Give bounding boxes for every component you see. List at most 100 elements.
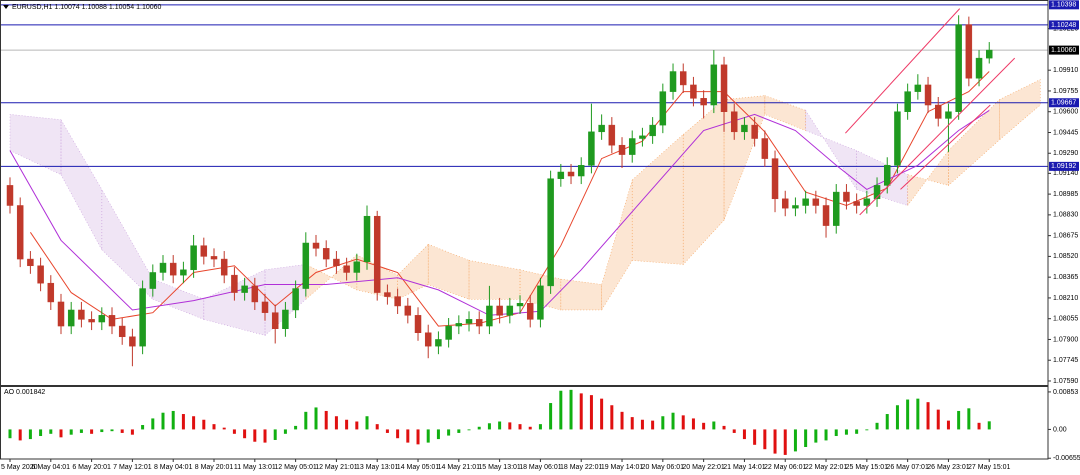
ao-bar — [49, 429, 53, 434]
price-level-label-box — [1049, 0, 1079, 10]
x-tick-label: 22 May 06:01 — [764, 464, 807, 471]
ichimoku-cloud — [152, 278, 205, 320]
candle-body — [659, 91, 667, 126]
symbol-menu-arrow[interactable] — [3, 5, 9, 9]
x-tick-label: 15 May 13:01 — [478, 464, 521, 471]
candle-body — [985, 49, 993, 59]
trend-line — [859, 57, 1016, 216]
ao-bar — [824, 429, 828, 441]
candle-body — [577, 165, 585, 177]
ao-bar — [895, 405, 899, 430]
candle-body — [904, 91, 911, 112]
candle-body — [914, 84, 922, 92]
ao-bar — [742, 429, 746, 440]
candle-body — [200, 245, 208, 257]
ao-bar — [181, 414, 185, 430]
candle-body — [781, 198, 789, 209]
candle-body — [557, 171, 565, 179]
ao-bar — [18, 429, 22, 441]
ao-bar — [487, 423, 491, 430]
ao-bar — [579, 393, 583, 430]
trend-line — [900, 104, 991, 190]
ichimoku-cloud — [9, 114, 62, 176]
x-tick-label: 6 May 04:01 — [32, 464, 71, 471]
y-tick-label: 1.08365 — [1053, 274, 1078, 281]
x-tick-label: 20 May 22:01 — [682, 464, 725, 471]
candle-body — [414, 315, 422, 334]
ao-bar — [8, 429, 12, 439]
candle-body — [822, 205, 830, 226]
price-level-label-box — [1049, 98, 1079, 108]
price-level-label-box — [1049, 45, 1079, 55]
candle-body — [384, 292, 391, 297]
candle-body — [333, 258, 340, 267]
candle-body — [771, 158, 779, 200]
ao-bar — [79, 429, 83, 433]
y-tick-label: 1.08675 — [1053, 232, 1078, 239]
candle-body — [934, 104, 942, 119]
candle-body — [761, 138, 769, 159]
candle-body — [220, 258, 228, 276]
ao-bar — [793, 429, 797, 452]
ao-bar — [804, 429, 808, 447]
candle-body — [169, 262, 177, 276]
ao-bar — [865, 429, 869, 431]
candle-body — [883, 165, 891, 186]
ao-bar — [375, 424, 379, 430]
ao-bar — [630, 417, 634, 430]
ao-bar — [28, 429, 32, 440]
chart-title: EURUSD,H1 1.10074 1.10088 1.10054 1.1006… — [12, 4, 162, 11]
ao-bar — [661, 416, 665, 430]
candle-body — [363, 215, 371, 263]
ao-bar — [212, 424, 216, 430]
ao-bar — [620, 411, 624, 430]
ao-bar — [651, 420, 655, 430]
candle-body — [343, 265, 350, 273]
candle-body — [261, 301, 269, 313]
ao-bar — [906, 399, 910, 430]
price-level-label: 1.10398 — [1051, 2, 1076, 9]
candle-body — [547, 178, 554, 287]
price-level-label-box — [1049, 20, 1079, 30]
candle-body — [292, 288, 299, 311]
candle-body — [302, 242, 310, 289]
ao-bar — [814, 429, 818, 443]
candle-body — [231, 274, 238, 293]
candle-body — [251, 285, 259, 303]
ao-bar — [477, 426, 481, 430]
ao-bar — [671, 412, 675, 430]
candle-body — [863, 198, 871, 206]
ao-bar — [946, 420, 950, 430]
candle-body — [282, 309, 289, 329]
y-tick-label: 1.09290 — [1053, 150, 1078, 157]
ichimoku-cloud — [427, 243, 470, 300]
x-tick-label: 22 May 22:01 — [805, 464, 848, 471]
ao-bar — [834, 429, 838, 437]
y-tick-label: 1.07590 — [1053, 378, 1078, 385]
x-tick-label: 14 May 05:01 — [397, 464, 440, 471]
ao-bar — [202, 419, 206, 430]
ao-bar — [467, 429, 471, 431]
candle-body — [720, 64, 728, 112]
ao-bar — [559, 390, 563, 430]
ao-bar — [681, 415, 685, 430]
x-tick-label: 5 May 2020 — [1, 464, 38, 471]
candle-body — [700, 98, 707, 106]
candle-body — [730, 111, 738, 133]
ao-bar — [120, 429, 124, 433]
ao-bar — [773, 429, 777, 454]
candle-body — [118, 325, 126, 338]
ao-bar — [365, 416, 369, 430]
candle-body — [445, 325, 452, 340]
ao-bar — [232, 429, 236, 434]
ao-bar — [498, 421, 502, 430]
candle-body — [679, 71, 687, 86]
ao-bar — [396, 429, 400, 439]
candle-body — [802, 198, 809, 206]
ao-bar — [875, 422, 879, 430]
ao-bar — [334, 416, 338, 430]
candle-body — [312, 242, 320, 249]
ao-bar — [640, 419, 644, 430]
